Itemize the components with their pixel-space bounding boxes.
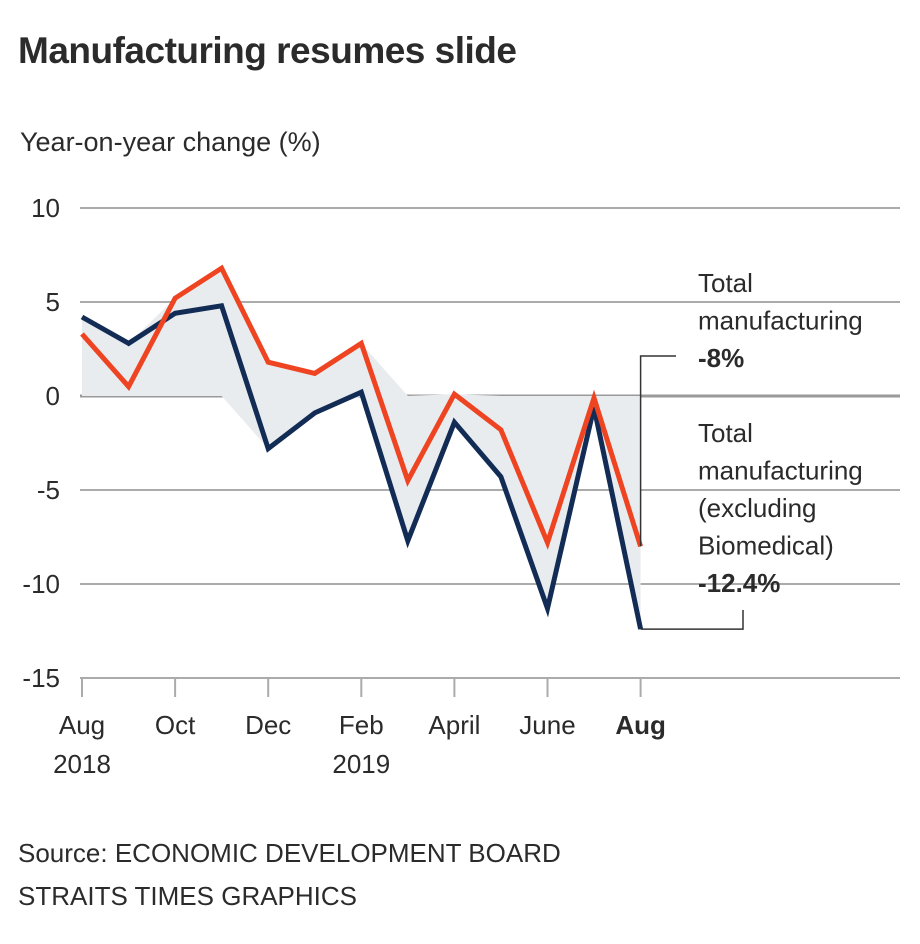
y-tick-label: 0 bbox=[46, 381, 60, 411]
annotation-total-label: manufacturing bbox=[698, 306, 863, 336]
x-tick-label: June bbox=[519, 710, 575, 740]
annotation-excl-biomedical-label: Total bbox=[698, 418, 753, 448]
annotation-excl-biomedical-value: -12.4% bbox=[698, 568, 780, 598]
x-tick-year-label: 2019 bbox=[332, 749, 390, 779]
annotation-excl-biomedical-label: manufacturing bbox=[698, 456, 863, 486]
y-tick-label: -10 bbox=[22, 569, 60, 599]
y-axis-label: Year-on-year change (%) bbox=[20, 127, 321, 157]
x-tick-label: Aug bbox=[59, 710, 105, 740]
y-tick-label: 10 bbox=[31, 193, 60, 223]
x-tick-label: Aug bbox=[615, 710, 666, 740]
x-tick-year-label: 2018 bbox=[53, 749, 111, 779]
difference-area bbox=[82, 268, 641, 630]
series-line-total bbox=[80, 264, 643, 550]
chart-title: Manufacturing resumes slide bbox=[18, 30, 517, 71]
annotation-total-label: Total bbox=[698, 268, 753, 298]
credit-note: STRAITS TIMES GRAPHICS bbox=[18, 881, 358, 911]
callout-line-total bbox=[639, 355, 676, 547]
callout-line-excl-biomedical bbox=[640, 610, 744, 630]
x-axis: Aug 2018 Oct Dec Feb 2019 April June Aug bbox=[53, 678, 666, 779]
y-axis-ticks: 10 5 0 -5 -10 -15 bbox=[22, 193, 60, 693]
y-tick-label: -15 bbox=[22, 663, 60, 693]
callouts bbox=[639, 355, 744, 630]
x-tick-label: April bbox=[428, 710, 480, 740]
x-tick-label: Feb bbox=[339, 710, 384, 740]
y-tick-label: -5 bbox=[37, 475, 60, 505]
annotation-excl-biomedical-label: Biomedical) bbox=[698, 531, 834, 561]
shaded-band bbox=[82, 268, 641, 630]
x-tick-label: Oct bbox=[155, 710, 196, 740]
y-tick-label: 5 bbox=[46, 287, 60, 317]
source-note: Source: ECONOMIC DEVELOPMENT BOARD bbox=[18, 838, 561, 868]
series-line-excl_biomedical bbox=[80, 302, 644, 630]
annotation-excl-biomedical-label: (excluding bbox=[698, 493, 817, 523]
series-lines bbox=[80, 264, 644, 630]
annotation-total-value: -8% bbox=[698, 343, 744, 373]
x-tick-label: Dec bbox=[245, 710, 291, 740]
annotations: Total manufacturing -8% Total manufacturing (… bbox=[698, 268, 863, 598]
